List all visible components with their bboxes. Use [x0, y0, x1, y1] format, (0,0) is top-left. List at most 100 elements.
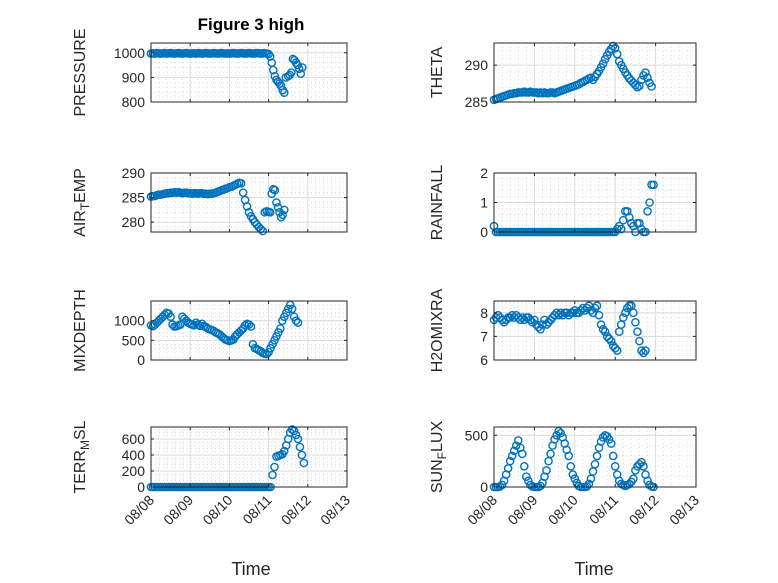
- data-point: [517, 449, 527, 459]
- data-point: [635, 336, 644, 346]
- data-point: [616, 224, 626, 234]
- data-point: [166, 312, 175, 322]
- data-point: [244, 320, 254, 329]
- data-point: [570, 474, 580, 484]
- axes-background: [151, 301, 347, 360]
- data-point: [550, 435, 559, 444]
- data-point: [262, 349, 271, 359]
- y-tick-label: 1000: [114, 313, 145, 329]
- data-point: [629, 308, 638, 318]
- data-point: [236, 179, 246, 188]
- data-point: [556, 428, 565, 438]
- data-point: [631, 80, 640, 90]
- data-point: [246, 322, 256, 331]
- data-point: [276, 81, 286, 91]
- data-point: [287, 425, 297, 434]
- y-axis-label: AIRTEMP: [72, 168, 92, 237]
- data-point: [596, 437, 606, 446]
- data-point: [520, 462, 529, 471]
- data-point: [564, 451, 574, 461]
- data-point: [633, 327, 642, 336]
- data-point: [643, 73, 652, 82]
- y-tick-label: 7: [480, 328, 488, 344]
- data-point: [639, 462, 648, 471]
- axes-container: 8 0 0 900 1000 PRESSURE 285 290 THETA 280285290AI…: [72, 28, 702, 527]
- y-tick-label: 0: [480, 479, 488, 495]
- data-point: [568, 308, 578, 318]
- y-tick-label: 280: [122, 214, 146, 230]
- data-point: [610, 343, 620, 353]
- x-axis-label-left: Time: [231, 559, 270, 579]
- x-tick-label: 08/11: [239, 492, 275, 528]
- data-point: [291, 430, 301, 440]
- y-tick-label: 200: [122, 463, 146, 479]
- data-point: [610, 462, 620, 471]
- y-axis-label: MIXDEPTH: [72, 289, 89, 372]
- data-point: [269, 65, 278, 75]
- axes-terr-msl: 08/08 08/09 08/10 08/11 08/12 08/13 0200400600…: [72, 420, 353, 528]
- x-tick-label: 08/12: [278, 492, 314, 528]
- data-point: [606, 336, 616, 346]
- data-point: [279, 205, 289, 215]
- data-point: [586, 73, 596, 82]
- y-tick-label: 900: [122, 69, 146, 85]
- data-point: [291, 316, 301, 325]
- data-point: [524, 476, 533, 486]
- y-tick-label: 0: [137, 479, 145, 495]
- x-tick-label: 08/11: [586, 492, 622, 528]
- data-point: [604, 435, 614, 444]
- data-point: [240, 321, 250, 330]
- data-point: [176, 320, 185, 329]
- data-point: [596, 320, 606, 329]
- data-point: [635, 218, 644, 228]
- data-point: [295, 442, 305, 452]
- y-axis-label: PRESSURE: [72, 28, 89, 116]
- data-point: [643, 476, 652, 486]
- y-tick-label: 1000: [114, 45, 145, 61]
- data-point: [546, 449, 555, 459]
- data-point: [554, 426, 563, 436]
- data-point: [612, 346, 622, 355]
- y-tick-label: 400: [122, 447, 146, 463]
- data-point: [643, 207, 652, 216]
- axes-background: [151, 173, 347, 232]
- data-point: [562, 308, 572, 318]
- x-tick-label: 08/09: [504, 492, 540, 528]
- data-point: [258, 226, 268, 236]
- data-point: [621, 308, 630, 318]
- axes-frame: [150, 300, 348, 361]
- data-point: [279, 88, 289, 97]
- data-point: [641, 346, 650, 355]
- x-axis-label-right: Time: [574, 559, 613, 579]
- data-point: [633, 82, 642, 92]
- data-point: [604, 334, 614, 344]
- x-tick-label: 08/08: [121, 492, 157, 528]
- y-tick-label: 8: [480, 305, 488, 321]
- data-point: [495, 482, 505, 491]
- data-point: [592, 451, 602, 461]
- data-point: [647, 82, 656, 91]
- data-point: [270, 185, 280, 195]
- y-axis-label: THETA: [429, 47, 446, 99]
- data-point: [629, 474, 638, 484]
- y-tick-label: 290: [465, 57, 489, 73]
- y-tick-label: 0: [480, 224, 488, 240]
- y-axis-label: RAINFALL: [429, 165, 446, 241]
- data-point: [511, 441, 521, 450]
- data-point: [568, 470, 578, 479]
- y-tick-label: 285: [465, 94, 489, 110]
- x-tick-label: 08/10: [199, 492, 235, 528]
- y-tick-label: 1: [480, 195, 488, 211]
- axes-frame: [493, 300, 697, 361]
- data-point: [160, 310, 170, 320]
- data-point: [618, 313, 628, 322]
- axes-frame: [150, 42, 348, 103]
- data-point: [287, 304, 297, 314]
- y-tick-label: 600: [122, 431, 146, 447]
- data-point: [505, 456, 515, 466]
- axes-air-temp: 280 285 290 AIRTEMP: [72, 165, 348, 237]
- data-point: [299, 458, 309, 468]
- data-point: [270, 462, 279, 472]
- data-point: [631, 317, 640, 327]
